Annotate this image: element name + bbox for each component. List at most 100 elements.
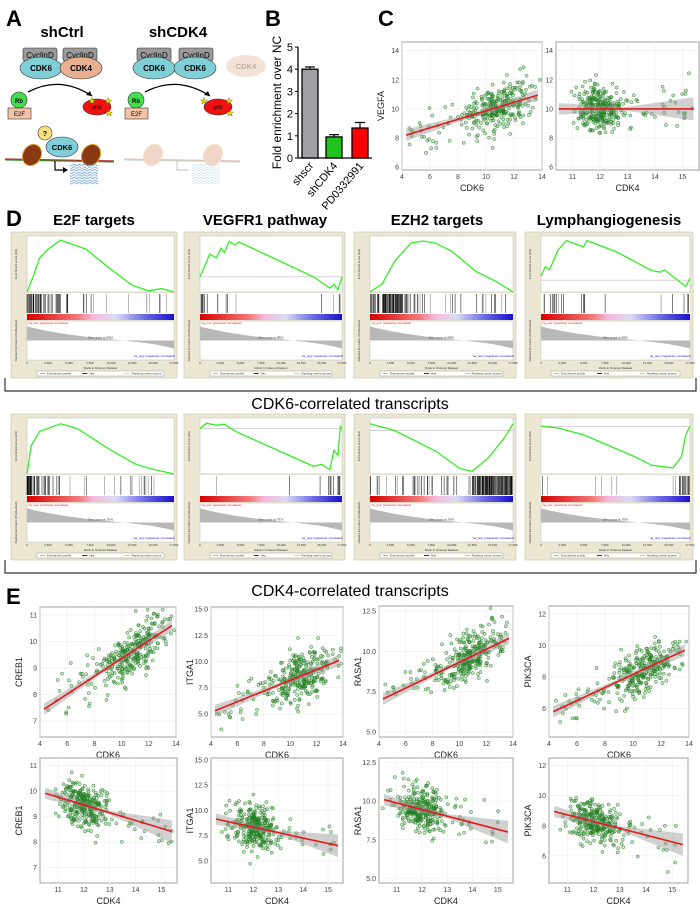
point xyxy=(400,815,405,820)
x-tick-label: 10,000 xyxy=(106,361,116,365)
point xyxy=(658,644,662,649)
x-tick-label: 15,000 xyxy=(488,361,498,365)
y-tick-label: 8 xyxy=(33,840,37,847)
point xyxy=(450,673,455,677)
point xyxy=(680,92,685,96)
point xyxy=(496,653,501,657)
x-tick-label: 2,500 xyxy=(217,543,225,547)
gsea-plot-D2: Enrichment score (ES) 'na_pos' (positivel… xyxy=(183,231,347,379)
arrow-head xyxy=(86,91,92,96)
point xyxy=(673,100,678,105)
point xyxy=(65,784,70,788)
x-tick-label: 5,000 xyxy=(237,543,245,547)
x-axis-label: CDK6 xyxy=(460,183,484,193)
point xyxy=(603,130,608,135)
point xyxy=(220,830,224,834)
point xyxy=(87,704,91,709)
point xyxy=(601,818,606,822)
point xyxy=(475,86,480,91)
point xyxy=(500,614,504,619)
point xyxy=(479,94,484,99)
point xyxy=(454,796,459,801)
point xyxy=(149,616,154,621)
legend-entry: Hits xyxy=(89,554,95,558)
point xyxy=(303,688,308,693)
point xyxy=(158,812,163,817)
point xyxy=(131,667,136,672)
point xyxy=(500,94,505,99)
pos-label: 'na_pos' (positively correlated) xyxy=(28,503,68,507)
point xyxy=(607,676,612,681)
point xyxy=(671,644,676,649)
point xyxy=(160,607,165,612)
point xyxy=(245,690,250,695)
point xyxy=(610,130,615,135)
point xyxy=(308,650,312,655)
point xyxy=(419,668,423,672)
point xyxy=(623,656,628,661)
prb-label: pRb xyxy=(213,105,222,111)
gsea-plot-D4: Enrichment score (ES) 'na_pos' (positivel… xyxy=(524,231,695,379)
legend-entry: Ranking metric scores xyxy=(472,554,502,558)
point xyxy=(645,649,650,654)
point xyxy=(278,706,282,711)
point xyxy=(291,653,296,658)
point xyxy=(219,727,224,732)
point xyxy=(247,812,251,817)
point xyxy=(505,620,509,625)
point xyxy=(646,672,650,676)
gsea-plot-D1: Enrichment score (ES) 'na_pos' (positivel… xyxy=(10,231,179,379)
point xyxy=(616,846,620,851)
point xyxy=(97,803,102,808)
neg-label: 'na_neg' (negatively correlated) xyxy=(301,354,343,358)
point xyxy=(586,96,591,100)
point xyxy=(526,103,530,108)
y-tick-label: 12 xyxy=(538,763,546,770)
point xyxy=(75,815,80,820)
point xyxy=(438,808,443,812)
point xyxy=(287,647,292,652)
point xyxy=(279,691,284,696)
x-tick-label: 15,000 xyxy=(664,361,674,365)
point xyxy=(124,644,129,649)
point xyxy=(675,124,680,128)
point xyxy=(310,685,315,689)
point xyxy=(476,672,480,676)
point xyxy=(662,649,666,654)
point xyxy=(533,85,537,89)
x-tick-label: 12 xyxy=(596,174,604,181)
panel-label-a: A xyxy=(6,6,22,31)
x-tick-label: 12 xyxy=(510,174,518,181)
point xyxy=(136,661,141,666)
x-tick-label: 13 xyxy=(106,887,114,894)
point xyxy=(299,691,304,696)
point xyxy=(243,801,247,806)
point xyxy=(594,73,598,77)
point xyxy=(142,661,146,666)
point xyxy=(274,838,279,842)
legend-entry: Ranking metric scores xyxy=(301,554,331,558)
point xyxy=(81,675,85,679)
y-tick-label: 6 xyxy=(549,165,553,172)
point xyxy=(628,113,633,118)
point xyxy=(448,633,453,637)
point xyxy=(412,791,417,796)
point xyxy=(602,838,607,843)
point xyxy=(447,660,452,665)
x-tick-label: 2,500 xyxy=(44,543,52,547)
point xyxy=(260,809,264,813)
es-axis-label: Enrichment score (ES) xyxy=(187,431,191,461)
point xyxy=(296,703,300,708)
metric-axis-label: Ranked list metric (PreRanked) xyxy=(187,502,191,544)
point xyxy=(321,681,326,686)
point xyxy=(116,641,121,646)
legend-entry: Ranking metric scores xyxy=(647,372,677,376)
arrow-head xyxy=(204,91,210,96)
point xyxy=(408,670,413,674)
point xyxy=(237,809,242,814)
point xyxy=(46,708,51,712)
x-tick-label: 5,000 xyxy=(407,543,415,547)
point xyxy=(281,668,286,672)
point xyxy=(262,813,267,817)
point xyxy=(503,624,508,629)
